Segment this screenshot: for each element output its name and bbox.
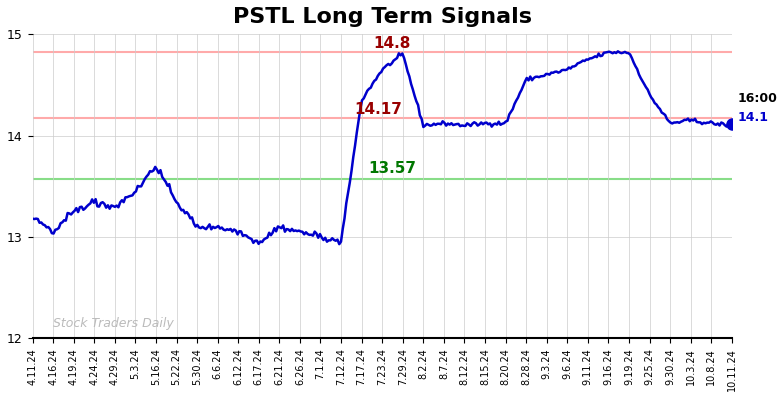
Text: 14.1: 14.1 [738, 111, 769, 123]
Title: PSTL Long Term Signals: PSTL Long Term Signals [233, 7, 532, 27]
Text: Stock Traders Daily: Stock Traders Daily [53, 317, 174, 330]
Text: 14.8: 14.8 [374, 36, 411, 51]
Text: 16:00: 16:00 [738, 92, 778, 105]
Text: 13.57: 13.57 [368, 161, 416, 176]
Text: 14.17: 14.17 [354, 102, 402, 117]
